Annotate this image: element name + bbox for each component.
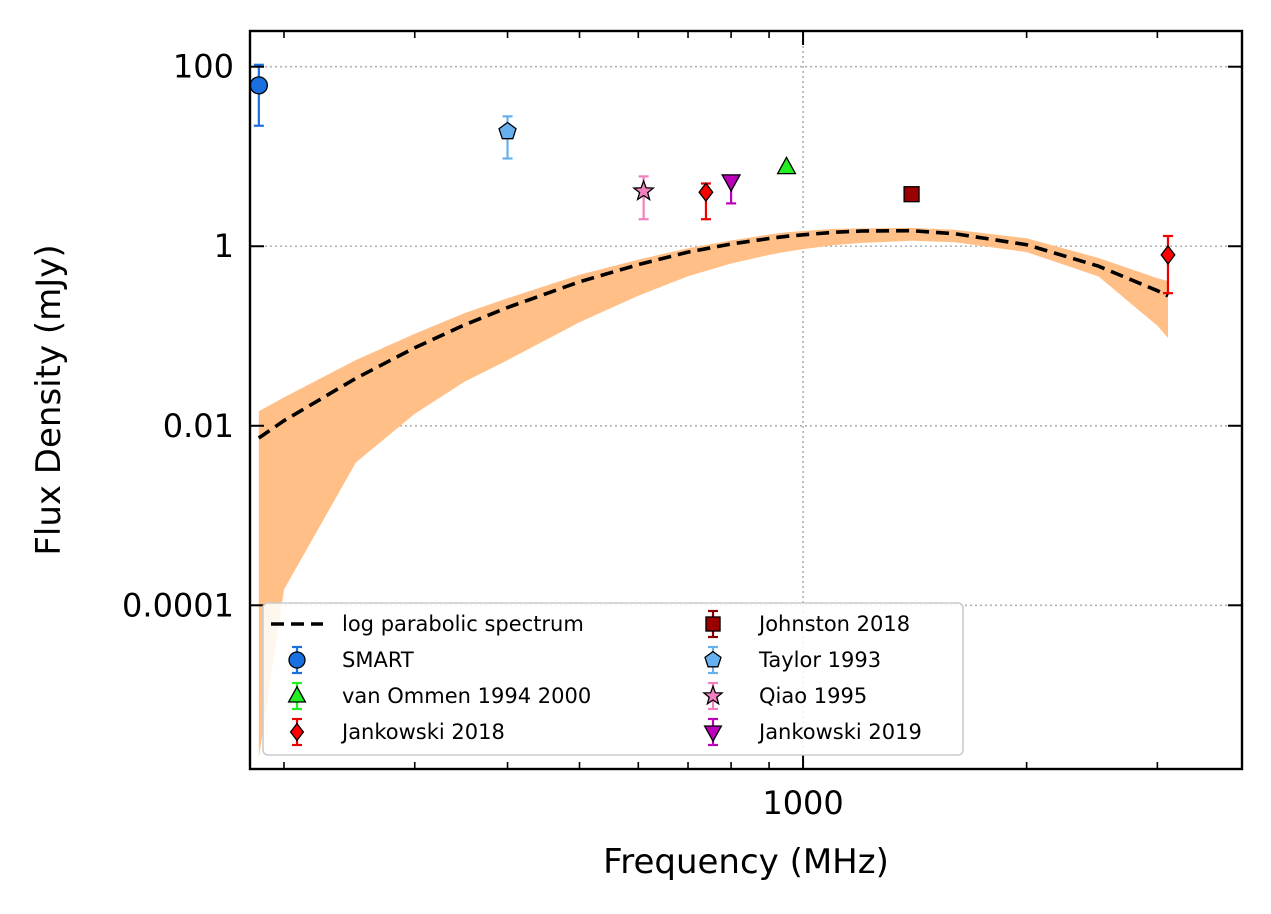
- legend-marker: [288, 651, 306, 669]
- legend-label: van Ommen 1994 2000: [342, 684, 591, 708]
- legend-label: Jankowski 2018: [340, 720, 505, 744]
- data-point: [498, 121, 517, 140]
- y-tick-label: 0.01: [163, 407, 234, 445]
- x-tick-label: 1000: [762, 784, 843, 822]
- data-point: [249, 76, 268, 95]
- fit-band: [258, 227, 1168, 758]
- data-point: [903, 186, 920, 203]
- y-tick-label: 1: [214, 227, 234, 265]
- data-points: [249, 63, 1176, 295]
- data-point: [776, 156, 797, 175]
- legend-label: log parabolic spectrum: [342, 612, 584, 636]
- y-tick-label: 0.0001: [122, 586, 234, 624]
- data-point: [632, 179, 656, 202]
- legend-label: Qiao 1995: [759, 684, 867, 708]
- legend-label: Johnston 2018: [757, 612, 910, 636]
- data-point: [721, 174, 742, 193]
- data-point: [1160, 244, 1176, 265]
- y-tick-label: 100: [173, 48, 234, 86]
- legend-marker: [704, 650, 722, 668]
- legend-marker: [705, 616, 721, 632]
- tick-labels: 100 1 0.01 0.0001 1000: [122, 48, 844, 822]
- legend-label: SMART: [342, 648, 414, 672]
- legend-marker: [289, 722, 305, 742]
- legend-marker: [702, 684, 724, 706]
- data-point: [698, 182, 714, 203]
- fit-curve: [257, 228, 1169, 440]
- legend-box: [262, 602, 964, 756]
- x-axis-label: Frequency (MHz): [603, 842, 889, 882]
- fit-uncertainty-band: [258, 227, 1168, 758]
- plot-frame: [248, 29, 1244, 771]
- legend-label: Jankowski 2019: [757, 720, 922, 744]
- legend-label: Taylor 1993: [758, 648, 881, 672]
- legend-marker: [287, 685, 307, 703]
- y-axis-label: Flux Density (mJy): [29, 244, 69, 555]
- fit-line: [257, 228, 1169, 440]
- legend: log parabolic spectrum SMART van Ommen 199…: [262, 602, 964, 756]
- legend-marker: [703, 725, 723, 743]
